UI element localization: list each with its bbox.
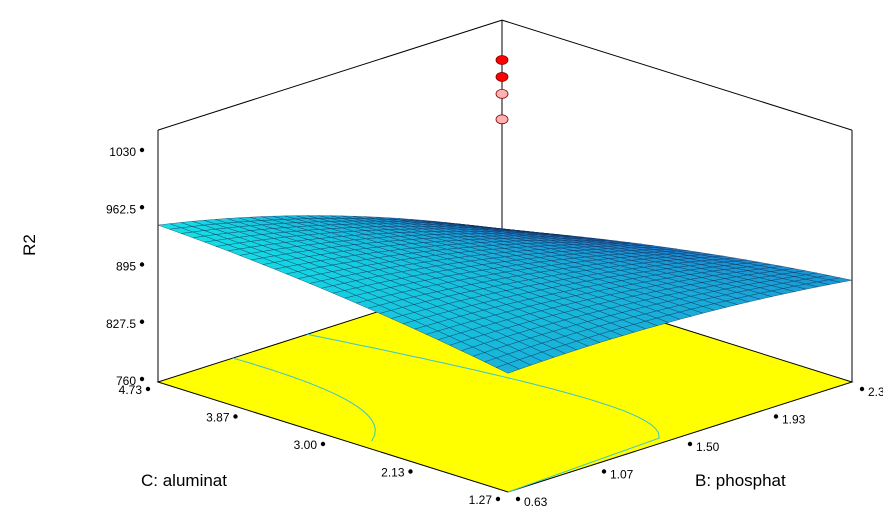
z-tick-label: 1030 bbox=[109, 145, 136, 159]
surface-cell bbox=[495, 363, 520, 374]
axis-ticks: 760 827.5 895 962.5 1030 1.27 2.13 3.00 3.87 4.73… bbox=[106, 145, 883, 509]
z-tick-label: 895 bbox=[116, 260, 136, 274]
floor-contour-line bbox=[232, 357, 376, 442]
design-point bbox=[495, 114, 509, 125]
b-tick-mark bbox=[773, 414, 779, 419]
c-tick-label: 2.13 bbox=[381, 466, 405, 480]
z-axis-title: R2 bbox=[20, 234, 39, 256]
c-tick-label: 1.27 bbox=[469, 493, 493, 507]
wall-line-left-top bbox=[157, 19, 503, 131]
design-point bbox=[495, 55, 509, 65]
x-axis-title: B: phosphat bbox=[695, 471, 786, 490]
z-tick-label: 827.5 bbox=[106, 317, 136, 331]
b-tick-label: 2.37 bbox=[868, 385, 883, 399]
design-points bbox=[495, 55, 509, 125]
b-tick-label: 1.50 bbox=[696, 440, 720, 454]
c-tick-mark bbox=[495, 496, 501, 502]
c-tick-mark bbox=[408, 469, 413, 474]
c-tick-mark bbox=[233, 414, 238, 419]
wall-line-right-top bbox=[501, 19, 853, 131]
z-tick-mark bbox=[139, 262, 145, 267]
z-tick-mark bbox=[139, 205, 145, 210]
z-tick-mark bbox=[139, 147, 145, 153]
b-tick-label: 1.07 bbox=[610, 468, 634, 482]
b-tick-label: 0.63 bbox=[524, 495, 548, 509]
c-tick-label: 3.87 bbox=[206, 411, 230, 425]
c-tick-label: 4.73 bbox=[119, 383, 143, 397]
z-tick-mark bbox=[139, 376, 145, 382]
z-tick-mark bbox=[139, 319, 145, 324]
design-point bbox=[495, 88, 509, 99]
c-tick-mark bbox=[145, 386, 151, 392]
b-tick-mark bbox=[515, 496, 521, 502]
design-point bbox=[495, 72, 509, 82]
b-tick-mark bbox=[601, 469, 607, 474]
y-axis-title: C: aluminat bbox=[141, 471, 227, 490]
c-tick-mark bbox=[320, 441, 326, 447]
z-tick-label: 962.5 bbox=[106, 202, 136, 216]
response-surface bbox=[157, 215, 853, 374]
floor-contour-line bbox=[306, 333, 660, 493]
b-tick-mark bbox=[687, 441, 693, 447]
z-tick-label: 760 bbox=[116, 374, 136, 388]
b-tick-mark bbox=[859, 386, 865, 392]
b-tick-label: 1.93 bbox=[782, 413, 806, 427]
c-tick-label: 3.00 bbox=[294, 438, 318, 452]
